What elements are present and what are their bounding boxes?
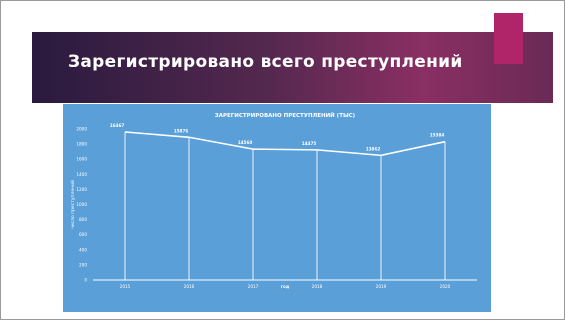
x-tick-label: 2015 [120, 284, 131, 289]
y-tick-label: 1600 [76, 157, 87, 162]
data-label: 15384 [430, 133, 445, 138]
slide-title: Зарегистрировано всего преступлений [68, 52, 463, 72]
x-tick-label: 2018 [312, 284, 323, 289]
data-label: 14560 [238, 140, 253, 145]
y-tick-label: 800 [79, 217, 87, 222]
y-tick-label: 0 [84, 278, 87, 283]
data-label: 16467 [110, 123, 125, 128]
chart-area: ЗАРЕГИСТРИРОВАНО ПРЕСТУПЛЕНИЙ (ТЫС) число… [63, 104, 491, 312]
x-tick-label: 2016 [184, 284, 195, 289]
y-axis-label: число преступлений [69, 180, 76, 229]
title-banner: Зарегистрировано всего преступлений [32, 32, 553, 103]
data-label: 14475 [302, 141, 317, 146]
y-tick-label: 400 [79, 247, 87, 252]
y-tick-label: 1000 [76, 202, 87, 207]
y-tick-label: 1200 [76, 187, 87, 192]
y-tick-label: 2000 [76, 127, 87, 132]
y-tick-label: 1800 [76, 142, 87, 147]
data-label: 13862 [366, 146, 381, 151]
data-label: 15876 [174, 128, 189, 133]
x-axis-label: год [281, 284, 290, 289]
y-tick-label: 600 [79, 232, 87, 237]
chart-title: ЗАРЕГИСТРИРОВАНО ПРЕСТУПЛЕНИЙ (ТЫС) [215, 111, 356, 119]
x-tick-label: 2017 [248, 284, 259, 289]
line-chart: ЗАРЕГИСТРИРОВАНО ПРЕСТУПЛЕНИЙ (ТЫС) число… [69, 111, 477, 289]
x-tick-label: 2019 [376, 284, 387, 289]
y-tick-label: 1400 [76, 172, 87, 177]
series-line [124, 131, 446, 157]
y-tick-label: 200 [79, 262, 87, 267]
accent-bar [494, 13, 523, 64]
x-tick-label: 2020 [440, 284, 451, 289]
